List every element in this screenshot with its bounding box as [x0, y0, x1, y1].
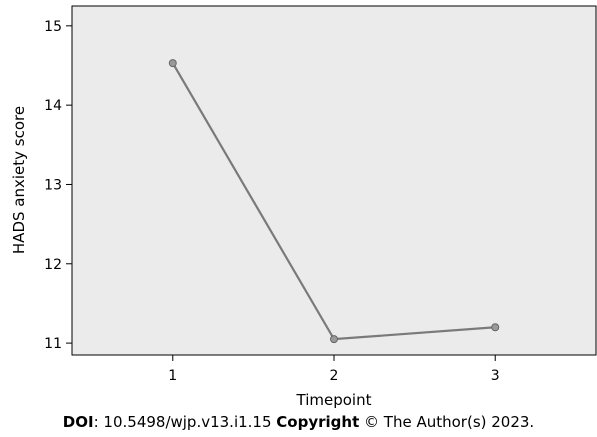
doi-value: : 10.5498/wjp.v13.i1.15: [93, 413, 277, 431]
data-point: [168, 59, 177, 68]
x-axis: 1 2 3: [168, 355, 500, 384]
data-point: [330, 335, 338, 344]
y-tick-label: 12: [44, 257, 62, 273]
x-axis-title: Timepoint: [296, 391, 372, 409]
y-axis-title: HADS anxiety score: [10, 106, 28, 254]
y-tick-label: 13: [44, 177, 62, 193]
x-tick-label: 3: [491, 368, 500, 384]
data-point: [491, 323, 500, 332]
series-layer: [168, 59, 500, 344]
plot-area: [71, 5, 597, 356]
footer-citation: DOI: 10.5498/wjp.v13.i1.15 Copyright © T…: [0, 413, 597, 431]
copyright-value: © The Author(s) 2023.: [359, 413, 535, 431]
y-tick-label: 14: [44, 98, 62, 114]
copyright-label: Copyright: [276, 413, 360, 431]
y-axis: 11 12 13 14 15: [44, 19, 72, 352]
x-tick-label: 1: [168, 368, 177, 384]
x-tick-label: 2: [330, 368, 339, 384]
y-tick-label: 11: [44, 336, 62, 352]
y-tick-label: 15: [44, 19, 62, 35]
doi-label: DOI: [62, 413, 94, 431]
